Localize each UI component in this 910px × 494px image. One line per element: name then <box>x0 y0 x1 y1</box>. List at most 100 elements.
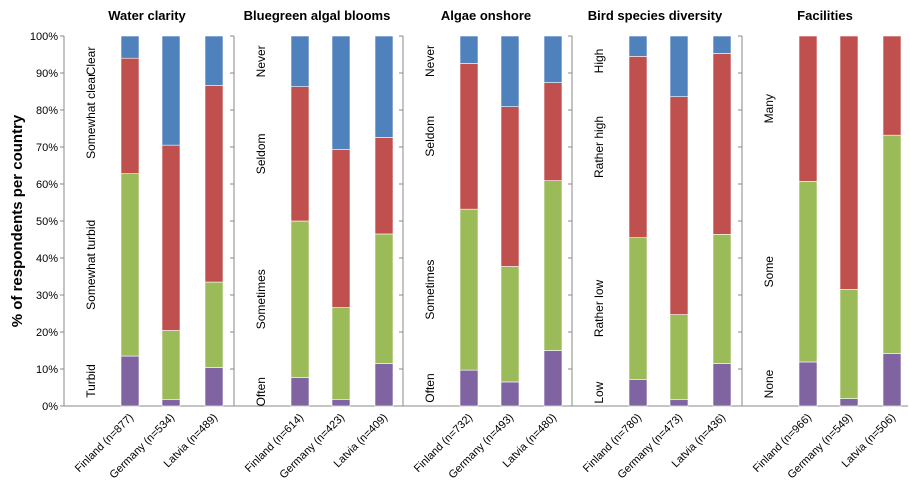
level-label: High <box>592 49 606 74</box>
y-tick-label: 10% <box>36 364 58 376</box>
bar-segment <box>290 220 310 378</box>
bar-segment <box>204 85 224 283</box>
bar-segment <box>882 35 902 136</box>
bar-segment <box>669 96 689 315</box>
bar-segment <box>712 363 732 407</box>
y-tick-label: 50% <box>36 216 58 228</box>
bar-segment <box>161 35 181 146</box>
panel-plot-area <box>403 36 569 406</box>
bar-segment <box>543 35 563 83</box>
bar-segment <box>331 399 351 407</box>
bar-segment <box>500 35 520 107</box>
level-label: Seldom <box>423 116 437 157</box>
bar-segment <box>161 330 181 401</box>
bar-segment <box>161 144 181 331</box>
panel-title: Bluegreen algal blooms <box>244 8 391 23</box>
bar-segment <box>839 289 859 399</box>
bar-segment <box>459 35 479 64</box>
bar-segment <box>712 234 732 364</box>
bar-segment <box>798 361 818 407</box>
level-label: Rather high <box>592 116 606 178</box>
level-label: Somewhat clear <box>84 73 98 159</box>
bar-segment <box>628 379 648 407</box>
y-axis-ticks: 0% 10% 20% 30% 40% 50% 60% 70% 80% 90% 100% <box>30 31 58 413</box>
bar-segment <box>628 237 648 380</box>
bar-segment <box>500 106 520 267</box>
y-tick-label: 80% <box>36 105 58 117</box>
bar-segment <box>120 35 140 59</box>
bar-segment <box>374 233 394 364</box>
bar-segment <box>161 399 181 407</box>
y-tick-label: 40% <box>36 253 58 265</box>
panel-plot-area <box>742 36 908 406</box>
bar-segment <box>374 137 394 235</box>
bar-segment <box>500 381 520 407</box>
bar-segment <box>204 367 224 407</box>
bar-segment <box>459 369 479 407</box>
bar-segment <box>120 173 140 357</box>
bar-segment <box>459 63 479 210</box>
bar-segment <box>374 363 394 407</box>
bar-segment <box>120 355 140 407</box>
level-label: Often <box>423 373 437 402</box>
bar-segment <box>882 134 902 354</box>
level-label: Clear <box>84 47 98 76</box>
bar-segment <box>331 35 351 150</box>
bar-segment <box>459 208 479 371</box>
bar-segment <box>374 35 394 138</box>
level-label: Low <box>592 381 606 403</box>
bar-segment <box>798 35 818 182</box>
level-label: Sometimes <box>423 260 437 320</box>
level-label: Somewhat turbid <box>84 220 98 310</box>
y-tick-label: 60% <box>36 179 58 191</box>
bar-segment <box>669 35 689 97</box>
level-label: Never <box>423 45 437 77</box>
bar-segment <box>543 180 563 351</box>
bar-segment <box>120 57 140 174</box>
bar-segment <box>331 149 351 308</box>
bar-segment <box>839 35 859 290</box>
bar-segment <box>839 398 859 407</box>
y-tick-label: 70% <box>36 142 58 154</box>
y-tick-label: 20% <box>36 327 58 339</box>
y-tick-label: 100% <box>30 31 58 43</box>
bar-segment <box>290 35 310 87</box>
panel-plot-area <box>572 36 738 406</box>
bar-segment <box>628 56 648 238</box>
level-label: Never <box>254 45 268 77</box>
level-label: Many <box>762 94 776 123</box>
panel-title: Algae onshore <box>441 8 531 23</box>
y-tick-label: 90% <box>36 68 58 80</box>
level-label: Sometimes <box>254 269 268 329</box>
y-tick-label: 0% <box>42 401 58 413</box>
bar-segment <box>712 35 732 54</box>
panel-plot-area <box>64 36 230 406</box>
bar-segment <box>712 53 732 235</box>
bar-segment <box>669 314 689 401</box>
y-axis-label: % of respondents per country <box>9 114 26 327</box>
level-label: Often <box>254 377 268 406</box>
y-tick-label: 30% <box>36 290 58 302</box>
level-label: Seldom <box>254 133 268 174</box>
bar-segment <box>290 86 310 222</box>
level-label: Some <box>762 256 776 288</box>
level-label: Turbid <box>84 364 98 398</box>
bar-segment <box>798 181 818 363</box>
bar-segment <box>331 307 351 400</box>
bar-segment <box>543 350 563 407</box>
bar-segment <box>882 353 902 407</box>
panel-plot-area <box>234 36 400 406</box>
bar-segment <box>669 399 689 407</box>
panel-title: Water clarity <box>108 8 186 23</box>
bar-segment <box>500 266 520 383</box>
level-label: None <box>762 369 776 398</box>
bar-segment <box>204 281 224 368</box>
panel-title: Bird species diversity <box>588 8 723 23</box>
bar-segment <box>543 82 563 181</box>
bar-segment <box>628 35 648 57</box>
level-label: Rather low <box>592 279 606 337</box>
